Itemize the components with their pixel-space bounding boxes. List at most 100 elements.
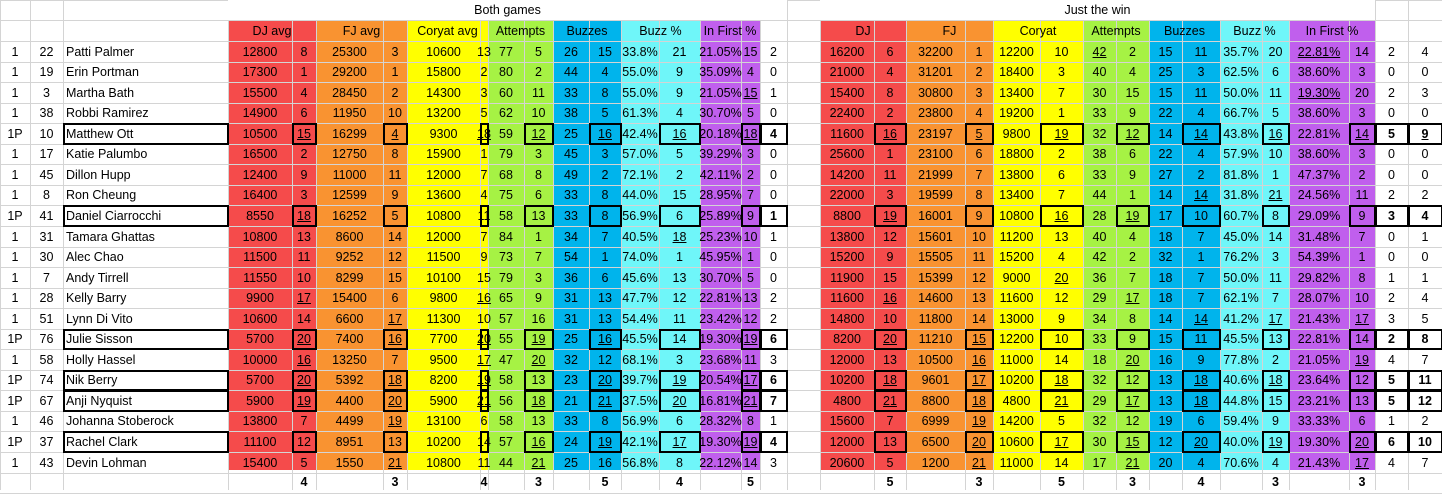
data-cell[interactable]: 15505 xyxy=(918,250,953,264)
column-header[interactable]: In First % xyxy=(1305,23,1359,38)
data-cell[interactable]: 6 xyxy=(886,44,894,59)
data-cell[interactable]: 18400 xyxy=(999,65,1034,79)
data-cell[interactable]: 3 xyxy=(1358,65,1366,79)
data-cell[interactable]: 1 xyxy=(1421,270,1429,285)
data-cell[interactable]: 16 xyxy=(531,434,546,449)
data-cell[interactable]: 13250 xyxy=(332,352,367,367)
data-cell[interactable]: 45.5% xyxy=(1223,332,1259,346)
data-cell[interactable]: 32 xyxy=(1158,250,1173,264)
data-cell[interactable]: 11600 xyxy=(830,291,864,305)
data-cell[interactable]: 7 xyxy=(1197,291,1205,305)
data-cell[interactable]: 4 xyxy=(975,106,983,120)
data-cell[interactable]: 9 xyxy=(1129,167,1136,182)
data-cell[interactable]: 29.09% xyxy=(1297,208,1341,223)
seed-cell[interactable]: 1P xyxy=(7,393,23,408)
data-cell[interactable]: 14 xyxy=(1158,311,1173,326)
data-cell[interactable]: 23.64% xyxy=(1297,373,1341,387)
data-cell[interactable]: 12 xyxy=(1125,373,1140,387)
data-cell[interactable]: 3 xyxy=(1388,208,1395,223)
data-cell[interactable]: 4 xyxy=(1197,106,1205,120)
data-cell[interactable]: 19 xyxy=(598,434,612,449)
data-cell[interactable]: 40.0% xyxy=(1223,434,1259,449)
data-cell[interactable]: 12750 xyxy=(332,147,367,161)
data-cell[interactable]: 49 xyxy=(564,167,578,182)
data-cell[interactable]: 18 xyxy=(531,393,546,408)
data-cell[interactable]: 17 xyxy=(1268,311,1283,326)
data-cell[interactable]: 18 xyxy=(1194,373,1208,387)
data-cell[interactable]: 20.54% xyxy=(699,373,742,387)
seed-cell[interactable]: 1 xyxy=(11,414,19,428)
data-cell[interactable]: 13 xyxy=(531,373,546,387)
data-cell[interactable]: 12 xyxy=(531,126,546,141)
data-cell[interactable]: 16 xyxy=(672,126,687,141)
data-cell[interactable]: 2 xyxy=(1358,167,1366,182)
number-cell[interactable]: 76 xyxy=(39,332,54,346)
data-cell[interactable]: 17 xyxy=(972,373,986,387)
data-cell[interactable]: 50.0% xyxy=(1223,270,1259,285)
data-cell[interactable]: 10 xyxy=(388,106,402,120)
summary-cell[interactable]: 5 xyxy=(601,474,609,489)
data-cell[interactable]: 15 xyxy=(1268,393,1283,408)
data-cell[interactable]: 23 xyxy=(564,373,578,387)
data-cell[interactable]: 54.4% xyxy=(622,311,658,326)
data-cell[interactable]: 54 xyxy=(564,250,578,264)
data-cell[interactable]: 9 xyxy=(1129,332,1136,346)
data-cell[interactable]: 18 xyxy=(1158,229,1173,244)
data-cell[interactable]: 38.60% xyxy=(1297,106,1341,120)
data-cell[interactable]: 4 xyxy=(480,188,488,202)
data-cell[interactable]: 17 xyxy=(1054,434,1069,449)
data-cell[interactable]: 8800 xyxy=(833,208,861,223)
data-cell[interactable]: 25 xyxy=(1158,65,1173,79)
data-cell[interactable]: 5 xyxy=(886,455,894,470)
data-cell[interactable]: 25 xyxy=(564,455,578,470)
data-cell[interactable]: 28450 xyxy=(332,85,367,100)
seed-cell[interactable]: 1 xyxy=(11,250,19,264)
data-cell[interactable]: 1 xyxy=(1358,250,1366,264)
data-cell[interactable]: 14 xyxy=(972,311,986,326)
data-cell[interactable]: 20 xyxy=(477,332,491,346)
data-cell[interactable]: 10 xyxy=(1355,291,1369,305)
data-cell[interactable]: 7 xyxy=(1058,188,1065,202)
data-cell[interactable]: 9800 xyxy=(1002,126,1031,141)
data-cell[interactable]: 16252 xyxy=(332,208,367,223)
data-cell[interactable]: 15 xyxy=(883,270,897,285)
data-cell[interactable]: 2 xyxy=(770,311,777,326)
data-cell[interactable]: 11210 xyxy=(918,332,953,346)
data-cell[interactable]: 13400 xyxy=(999,188,1034,202)
data-cell[interactable]: 22.81% xyxy=(1297,44,1341,59)
data-cell[interactable]: 8 xyxy=(1129,311,1136,326)
data-cell[interactable]: 16 xyxy=(477,291,491,305)
data-cell[interactable]: 5 xyxy=(1421,311,1429,326)
seed-cell[interactable]: 1 xyxy=(11,65,19,79)
data-cell[interactable]: 56.9% xyxy=(622,208,658,223)
data-cell[interactable]: 0 xyxy=(1421,65,1429,79)
column-header[interactable]: Coryat xyxy=(1019,23,1057,38)
number-cell[interactable]: 37 xyxy=(39,434,54,449)
data-cell[interactable]: 12 xyxy=(1125,126,1140,141)
data-cell[interactable]: 13 xyxy=(1158,393,1173,408)
data-cell[interactable]: 16001 xyxy=(918,208,953,223)
data-cell[interactable]: 10500 xyxy=(918,352,953,367)
data-cell[interactable]: 9 xyxy=(300,167,308,182)
data-cell[interactable]: 13 xyxy=(598,291,612,305)
number-cell[interactable]: 43 xyxy=(39,455,54,470)
data-cell[interactable]: 23.68% xyxy=(699,352,742,367)
data-cell[interactable]: 3 xyxy=(601,147,609,161)
data-cell[interactable]: 6 xyxy=(1272,65,1279,79)
data-cell[interactable]: 5700 xyxy=(246,332,274,346)
data-cell[interactable]: 18 xyxy=(1054,373,1069,387)
data-cell[interactable]: 7 xyxy=(770,393,777,408)
data-cell[interactable]: 7 xyxy=(1058,85,1065,100)
data-cell[interactable]: 28.07% xyxy=(1297,291,1341,305)
data-cell[interactable]: 22 xyxy=(1158,106,1173,120)
data-cell[interactable]: 1200 xyxy=(921,455,950,470)
data-cell[interactable]: 12 xyxy=(1418,393,1432,408)
data-cell[interactable]: 9 xyxy=(1358,208,1366,223)
data-cell[interactable]: 7700 xyxy=(429,332,458,346)
data-cell[interactable]: 10800 xyxy=(426,455,461,470)
data-cell[interactable]: 21 xyxy=(564,393,578,408)
data-cell[interactable]: 35.09% xyxy=(699,65,742,79)
data-cell[interactable]: 31.48% xyxy=(1297,229,1341,244)
data-cell[interactable]: 23197 xyxy=(918,126,953,141)
